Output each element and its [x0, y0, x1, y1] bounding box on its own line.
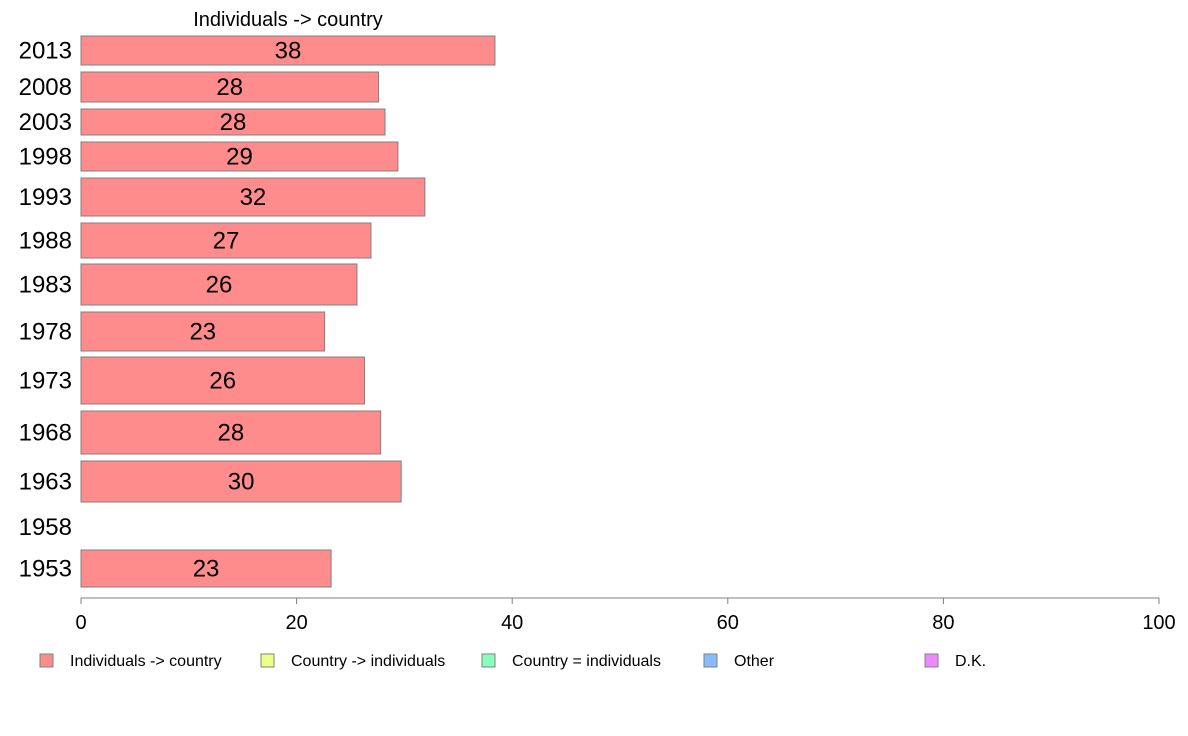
- legend-label: Other: [734, 653, 775, 670]
- y-tick-label: 1978: [19, 319, 72, 346]
- bar: [80, 108, 386, 136]
- bars-group: 2013 38 2008 28 2003 28 1998 29 1993 32 1988 27 1983…: [19, 35, 496, 588]
- y-tick-label: 1998: [19, 144, 72, 171]
- y-tick-label: 1973: [19, 368, 72, 395]
- y-tick-label: 1993: [19, 184, 72, 211]
- bar: [80, 549, 332, 588]
- x-tick-label: 0: [75, 612, 86, 634]
- legend-swatch: [260, 653, 275, 668]
- x-tick-label: 40: [501, 612, 523, 634]
- bar-data-label: 23: [193, 556, 220, 583]
- x-axis: 0 20 40 60 80 100: [75, 597, 1176, 634]
- bar-data-label: 28: [216, 74, 243, 101]
- legend: Individuals -> country Country -> individ…: [39, 653, 986, 670]
- chart-title: Individuals -> country: [193, 9, 383, 31]
- bar: [80, 35, 496, 66]
- y-tick-label: 1968: [19, 420, 72, 447]
- legend-label: Country = individuals: [512, 653, 661, 670]
- bar: [80, 71, 380, 103]
- y-tick-label: 2008: [19, 74, 72, 101]
- bar: [80, 222, 372, 259]
- y-tick-label: 1983: [19, 272, 72, 299]
- y-tick-label: 1958: [19, 514, 72, 541]
- bar-data-label: 26: [209, 368, 236, 395]
- x-tick-label: 100: [1142, 612, 1175, 634]
- bar: [80, 141, 399, 172]
- legend-swatch: [39, 653, 54, 668]
- x-tick-label: 80: [932, 612, 954, 634]
- bar: [80, 356, 366, 405]
- legend-label: D.K.: [955, 653, 986, 670]
- legend-swatch: [703, 653, 718, 668]
- bar-data-label: 26: [206, 272, 233, 299]
- x-tick-label: 20: [285, 612, 307, 634]
- y-tick-label: 1963: [19, 469, 72, 496]
- y-tick-label: 2003: [19, 109, 72, 136]
- bar-data-label: 27: [213, 228, 240, 255]
- bar: [80, 410, 382, 455]
- bar: [80, 263, 358, 306]
- legend-swatch: [481, 653, 496, 668]
- bar-data-label: 28: [220, 109, 247, 136]
- bar-data-label: 32: [240, 184, 267, 211]
- y-tick-label: 2013: [19, 38, 72, 65]
- bar-data-label: 38: [275, 38, 302, 65]
- bar-data-label: 28: [217, 420, 244, 447]
- legend-label: Individuals -> country: [70, 653, 222, 670]
- y-tick-label: 1988: [19, 228, 72, 255]
- y-tick-label: 1953: [19, 556, 72, 583]
- legend-swatch: [924, 653, 939, 668]
- bar-data-label: 30: [228, 469, 255, 496]
- x-tick-label: 60: [717, 612, 739, 634]
- bar-data-label: 29: [226, 144, 253, 171]
- bar: [80, 460, 402, 503]
- bar: [80, 311, 326, 352]
- bar: [80, 177, 426, 217]
- bar-data-label: 23: [189, 319, 216, 346]
- legend-label: Country -> individuals: [291, 653, 445, 670]
